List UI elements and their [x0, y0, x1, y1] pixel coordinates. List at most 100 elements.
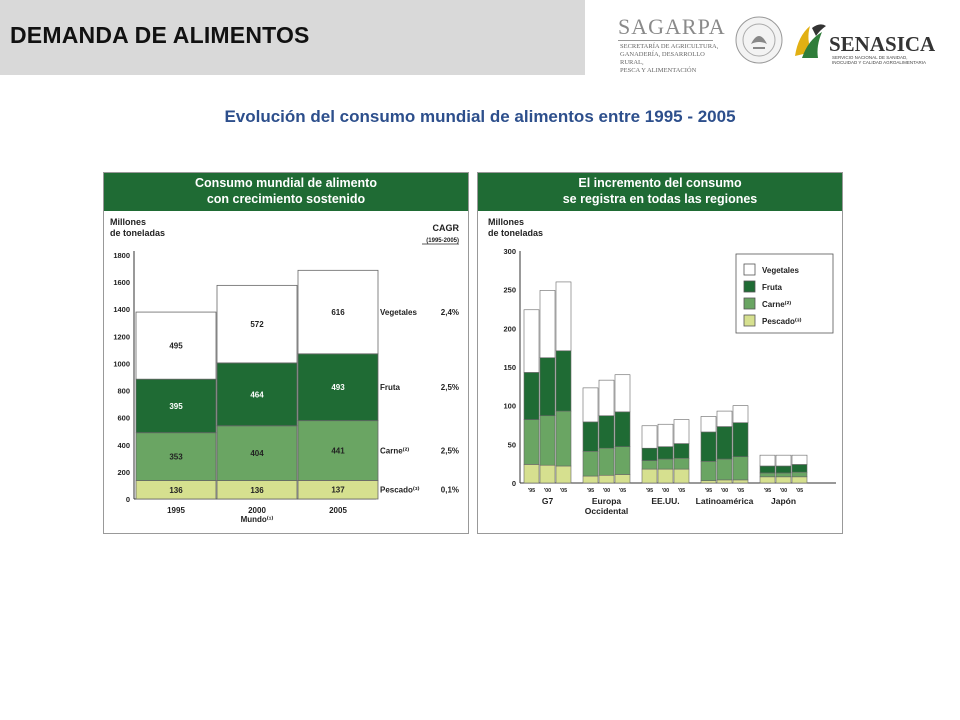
x-tick-label: '05	[796, 488, 803, 494]
y-tick-label: 1200	[113, 332, 130, 341]
data-label: 572	[250, 320, 264, 329]
right-chart-panel: El incremento del consumo se registra en…	[477, 172, 843, 534]
left-panel-header: Consumo mundial de alimento con crecimie…	[104, 173, 468, 211]
bar-segment-pescado	[598, 474, 615, 484]
bar-segment-vegetales	[641, 425, 658, 449]
bar-segment-vegetales	[732, 405, 749, 423]
bar-segment-vegetales	[555, 281, 572, 352]
right-panel-header: El incremento del consumo se registra en…	[478, 173, 842, 211]
y-tick-label: 50	[508, 440, 516, 449]
y-tick-label: 150	[503, 363, 516, 372]
bar-segment-carne	[641, 460, 658, 470]
group-label: Latinoamérica	[696, 496, 754, 506]
x-tick-label: '95	[587, 488, 594, 494]
data-label: 493	[331, 383, 345, 392]
bar-segment-vegetales	[791, 454, 808, 465]
bar-segment-vegetales	[598, 379, 615, 417]
bar-segment-carne	[673, 457, 690, 470]
bar-segment-fruta	[297, 353, 379, 422]
cagr-value: 2,5%	[441, 447, 459, 456]
x-tick-label: '05	[560, 488, 567, 494]
cagr-title: CAGR	[433, 223, 460, 233]
bar-segment-fruta	[700, 431, 717, 462]
data-label: 404	[250, 449, 264, 458]
bar-segment-fruta	[791, 464, 808, 473]
legend-label: Carne⁽²⁾	[762, 300, 791, 309]
y-axis-label: de toneladas	[110, 228, 165, 238]
x-tick-label: '00	[603, 488, 610, 494]
x-tick-label: '05	[737, 488, 744, 494]
bar-segment-fruta	[641, 447, 658, 461]
header-bar: DEMANDA DE ALIMENTOS	[0, 0, 585, 75]
bar-segment-pescado	[657, 468, 674, 484]
data-label: 464	[250, 390, 264, 399]
bar-segment-vegetales	[216, 284, 298, 364]
bar-segment-carne	[539, 415, 556, 466]
legend-swatch	[743, 314, 756, 327]
cagr-subtitle: (1995-2005)	[426, 238, 459, 244]
y-axis-label: de toneladas	[488, 228, 543, 238]
bar-segment-fruta	[716, 426, 733, 460]
bar-segment-fruta	[657, 446, 674, 460]
series-label: Vegetales	[380, 308, 417, 317]
data-label: 136	[250, 486, 264, 495]
sagarpa-divider	[618, 40, 713, 41]
bar-segment-pescado	[539, 464, 556, 484]
bar-segment-vegetales	[539, 290, 556, 359]
bar-segment-fruta	[759, 465, 776, 474]
bar-segment-carne	[700, 461, 717, 481]
bar-segment-carne	[297, 420, 379, 481]
bar-segment-fruta	[598, 415, 615, 449]
bar-segment-pescado	[700, 480, 717, 484]
bar-segment-fruta	[673, 443, 690, 459]
x-axis-label: Mundo⁽¹⁾	[241, 515, 274, 524]
bar-segment-pescado	[673, 468, 690, 484]
x-tick-label: '00	[544, 488, 551, 494]
group-label: G7	[542, 496, 554, 506]
y-tick-label: 400	[117, 441, 130, 450]
bar-segment-fruta	[614, 411, 631, 447]
y-tick-label: 250	[503, 286, 516, 295]
bar-segment-carne	[657, 458, 674, 470]
y-tick-label: 1600	[113, 278, 130, 287]
bar-segment-pescado	[582, 475, 599, 484]
legend-label: Pescado⁽³⁾	[762, 317, 802, 326]
bar-segment-fruta	[555, 350, 572, 412]
bar-segment-carne	[732, 456, 749, 481]
legend-label: Vegetales	[762, 266, 799, 275]
logo-area: SAGARPA SECRETARÍA DE AGRICULTURA, GANAD…	[606, 10, 951, 74]
data-label: 395	[169, 402, 183, 411]
bar-segment-pescado	[614, 474, 631, 484]
bar-segment-carne	[791, 471, 808, 478]
x-tick-label: '00	[662, 488, 669, 494]
cagr-value: 0,1%	[441, 486, 459, 495]
y-tick-label: 0	[512, 479, 516, 488]
bar-segment-vegetales	[700, 416, 717, 433]
bar-segment-pescado	[759, 476, 776, 484]
bar-segment-carne	[614, 446, 631, 475]
bar-segment-carne	[555, 410, 572, 467]
bar-segment-vegetales	[673, 419, 690, 444]
group-label: Occidental	[585, 506, 628, 516]
data-label: 495	[169, 342, 183, 351]
senasica-subtitle: SERVICIO NACIONAL DE SANIDAD, INOCUIDAD …	[832, 55, 927, 65]
x-tick-label: 2005	[329, 506, 347, 515]
group-label: Europa	[592, 496, 622, 506]
seal-icon	[735, 16, 783, 64]
bar-segment-pescado	[732, 479, 749, 484]
y-tick-label: 1800	[113, 251, 130, 260]
data-label: 136	[169, 486, 183, 495]
y-tick-label: 1400	[113, 305, 130, 314]
bar-segment-vegetales	[582, 387, 599, 423]
y-tick-label: 300	[503, 247, 516, 256]
bar-segment-vegetales	[297, 269, 379, 355]
bar-segment-vegetales	[759, 454, 776, 467]
bar-segment-carne	[598, 447, 615, 476]
bar-segment-pescado	[775, 476, 792, 484]
y-tick-label: 100	[503, 402, 516, 411]
y-axis-label: Millones	[110, 217, 146, 227]
group-label: Japón	[771, 496, 796, 506]
cagr-value: 2,5%	[441, 383, 459, 392]
